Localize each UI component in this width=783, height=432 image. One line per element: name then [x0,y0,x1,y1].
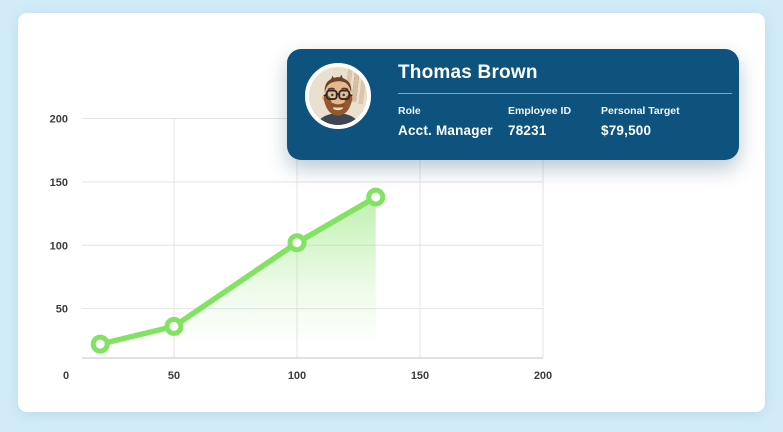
x-tick-label: 50 [168,370,180,382]
avatar-illustration [309,67,367,125]
x-tick-label: 150 [411,370,429,382]
y-tick-label: 100 [50,240,68,252]
profile-info: Thomas Brown Role Acct. Manager Employee… [398,49,732,139]
data-point-marker[interactable] [164,316,184,336]
field-role-value: Acct. Manager [398,123,493,138]
y-tick-label: 50 [56,304,68,316]
y-tick-label: 200 [50,114,68,126]
data-point-marker[interactable] [366,187,386,207]
x-tick-label: 200 [534,370,552,382]
x-tick-label: 100 [288,370,306,382]
series-line [97,194,379,347]
profile-fields: Role Acct. Manager Employee ID 78231 Per… [398,105,732,139]
field-employee-id-label: Employee ID [508,105,572,117]
employee-name: Thomas Brown [398,62,538,83]
dashboard-panel: 50 100 150 200 50 100 150 200 0 [18,13,765,412]
field-role-label: Role [398,105,421,117]
field-personal-target-value: $79,500 [601,123,652,138]
field-personal-target: Personal Target $79,500 [601,105,732,139]
field-role: Role Acct. Manager [398,105,508,139]
employee-profile-card[interactable]: Thomas Brown Role Acct. Manager Employee… [287,49,739,160]
data-point-marker[interactable] [287,233,307,253]
y-tick-label: 150 [50,177,68,189]
avatar [305,63,371,129]
field-personal-target-label: Personal Target [601,105,680,117]
data-point-marker[interactable] [90,334,110,354]
divider [398,93,732,94]
field-employee-id-value: 78231 [508,123,547,138]
field-employee-id: Employee ID 78231 [508,105,601,139]
origin-tick-label: 0 [63,370,69,382]
